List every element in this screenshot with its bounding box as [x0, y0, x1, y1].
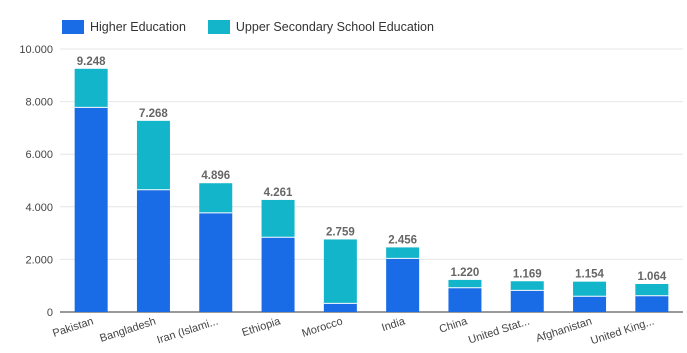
bar-segment-upper-secondary[interactable]: [573, 281, 607, 297]
bar-segment-higher-education[interactable]: [510, 290, 544, 312]
bar-segment-higher-education[interactable]: [448, 287, 482, 312]
chart-legend: Higher Education Upper Secondary School …: [62, 20, 434, 34]
bar-total-label: 9.248: [77, 56, 106, 68]
bar-segment-upper-secondary[interactable]: [386, 247, 420, 259]
bar-segment-upper-secondary[interactable]: [510, 281, 544, 291]
bar-segment-upper-secondary[interactable]: [74, 68, 108, 108]
bar-total-label: 1.064: [637, 271, 666, 283]
bar-segment-higher-education[interactable]: [323, 303, 357, 312]
y-tick-label: 6.000: [25, 149, 53, 161]
bar-total-label: 1.169: [513, 268, 542, 280]
y-tick-label: 8.000: [25, 97, 53, 109]
bar-total-label: 2.456: [388, 234, 417, 246]
bar-segment-upper-secondary[interactable]: [199, 183, 233, 213]
x-tick-label: India: [380, 315, 407, 334]
legend-item-higher-education[interactable]: Higher Education: [62, 20, 186, 34]
x-tick-label: Ethiopia: [240, 315, 282, 339]
bar-total-label: 7.268: [139, 108, 168, 120]
bar-total-label: 1.220: [451, 267, 480, 279]
legend-item-upper-secondary[interactable]: Upper Secondary School Education: [207, 20, 434, 34]
bar-segment-upper-secondary[interactable]: [635, 284, 669, 296]
bar-total-label: 1.154: [575, 269, 604, 281]
y-tick-label: 2.000: [25, 254, 53, 266]
x-tick-label: China: [438, 315, 470, 336]
bar-total-label: 4.896: [201, 170, 230, 182]
bar-total-label: 4.261: [264, 187, 293, 199]
bar-total-label: 2.759: [326, 226, 355, 238]
bar-segment-higher-education[interactable]: [199, 212, 233, 312]
bar-segment-higher-education[interactable]: [74, 107, 108, 312]
bar-segment-higher-education[interactable]: [261, 237, 295, 312]
bar-segment-higher-education[interactable]: [635, 295, 669, 312]
y-tick-label: 10.000: [19, 44, 53, 56]
bar-segment-upper-secondary[interactable]: [448, 279, 482, 288]
y-tick-label: 0: [47, 307, 53, 319]
legend-label-higher-education: Higher Education: [90, 20, 186, 34]
bar-segment-higher-education[interactable]: [573, 296, 607, 312]
x-tick-label: Iran (Islami...: [156, 315, 220, 346]
legend-swatch-higher-education: [62, 20, 84, 34]
bar-segment-higher-education[interactable]: [386, 258, 420, 312]
x-tick-label: Bangladesh: [98, 315, 157, 344]
legend-swatch-upper-secondary: [207, 20, 230, 34]
bar-segment-higher-education[interactable]: [136, 189, 170, 312]
bar-segment-upper-secondary[interactable]: [261, 199, 295, 238]
x-tick-label: United King...: [589, 315, 656, 347]
legend-label-upper-secondary: Upper Secondary School Education: [235, 20, 434, 34]
bar-segment-upper-secondary[interactable]: [323, 239, 357, 304]
x-tick-label: United Stat...: [467, 315, 531, 346]
y-tick-label: 4.000: [25, 202, 53, 214]
x-tick-label: Morocco: [300, 315, 344, 339]
x-tick-label: Pakistan: [51, 315, 95, 339]
x-tick-label: Afghanistan: [535, 315, 594, 344]
bar-segment-upper-secondary[interactable]: [136, 120, 170, 190]
